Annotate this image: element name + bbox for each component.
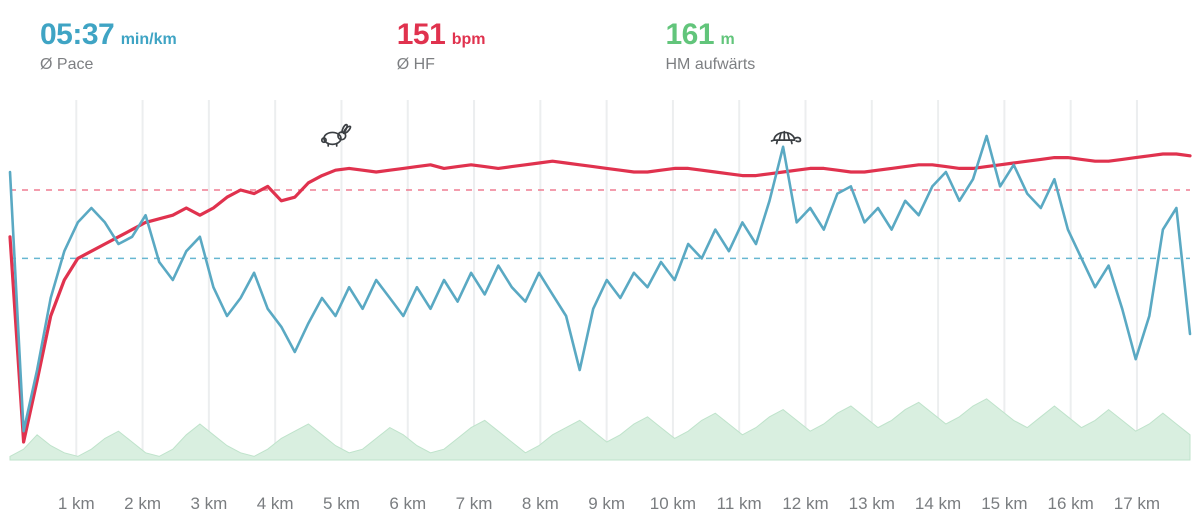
x-tick: 4 km: [257, 494, 294, 514]
x-tick: 17 km: [1114, 494, 1160, 514]
x-tick: 7 km: [456, 494, 493, 514]
stats-row: 05:37 min/km Ø Pace 151 bpm Ø HF 161 m H…: [0, 0, 1200, 84]
x-tick: 16 km: [1048, 494, 1094, 514]
slowest-marker-turtle-icon: [769, 123, 803, 147]
stat-hf-unit: bpm: [452, 31, 486, 48]
stat-hf-value: 151: [397, 18, 446, 52]
x-tick: 5 km: [323, 494, 360, 514]
stat-hf-label: Ø HF: [397, 56, 486, 74]
x-tick: 15 km: [981, 494, 1027, 514]
x-tick: 12 km: [782, 494, 828, 514]
stat-pace-label: Ø Pace: [40, 56, 177, 74]
stat-elev[interactable]: 161 m HM aufwärts: [666, 18, 756, 74]
x-tick: 9 km: [588, 494, 625, 514]
x-tick: 1 km: [58, 494, 95, 514]
stat-hf[interactable]: 151 bpm Ø HF: [397, 18, 486, 74]
x-tick: 2 km: [124, 494, 161, 514]
x-tick: 13 km: [849, 494, 895, 514]
chart-svg: [0, 100, 1200, 500]
stat-elev-label: HM aufwärts: [666, 56, 756, 74]
activity-chart-panel: 05:37 min/km Ø Pace 151 bpm Ø HF 161 m H…: [0, 0, 1200, 500]
stat-pace-value: 05:37: [40, 18, 114, 52]
x-tick: 6 km: [389, 494, 426, 514]
fastest-marker-rabbit-icon: [318, 123, 352, 147]
stat-pace-unit: min/km: [121, 31, 177, 48]
stat-elev-value: 161: [666, 18, 715, 52]
x-tick: 10 km: [650, 494, 696, 514]
stat-pace[interactable]: 05:37 min/km Ø Pace: [40, 18, 177, 74]
chart-area[interactable]: 1 km2 km3 km4 km5 km6 km7 km8 km9 km10 k…: [0, 100, 1200, 500]
x-tick: 8 km: [522, 494, 559, 514]
x-tick: 11 km: [717, 494, 762, 514]
x-tick: 3 km: [190, 494, 227, 514]
x-tick: 14 km: [915, 494, 961, 514]
stat-elev-unit: m: [721, 31, 735, 48]
